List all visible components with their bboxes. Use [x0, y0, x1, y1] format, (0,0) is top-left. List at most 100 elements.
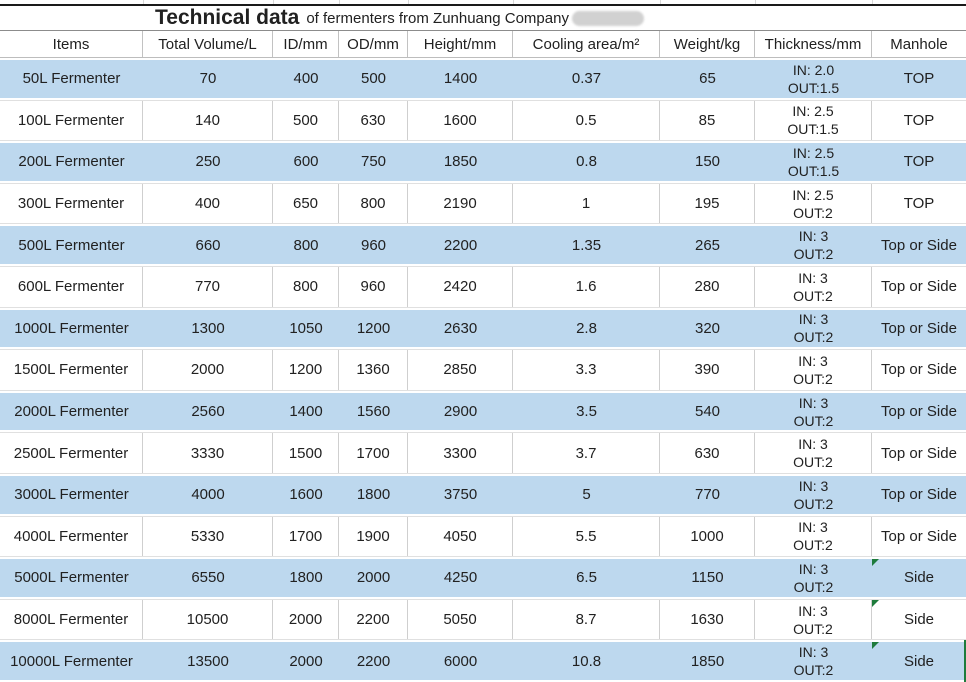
cell-od: 2200: [339, 599, 408, 640]
cell-weight: 195: [660, 183, 755, 224]
cell-manhole: TOP: [872, 143, 966, 181]
cell-item: 10000L Fermenter: [0, 642, 143, 680]
thickness-out-value: OUT:2: [793, 329, 834, 346]
column-header-height-mm: Height/mm: [408, 31, 513, 57]
column-header-items: Items: [0, 31, 143, 57]
cell-weight: 1000: [660, 516, 755, 557]
cell-thickness: IN: 3 OUT:2: [755, 350, 872, 390]
cell-cooling-area: 10.8: [513, 642, 660, 680]
cell-height: 2190: [408, 183, 513, 224]
error-indicator-triangle-icon: [872, 559, 879, 567]
table-row-200l-fermenter: 200L Fermenter 250 600 750 1850 0.8 150 IN: 2.5…: [0, 141, 966, 183]
cell-id: 800: [273, 266, 339, 307]
thickness-in-value: IN: 3: [798, 394, 829, 411]
table-row-100l-fermenter: 100L Fermenter 140 500 630 1600 0.5 85 IN: 2.5 O…: [0, 99, 966, 142]
cell-od: 1360: [339, 350, 408, 390]
thickness-out-value: OUT:2: [793, 287, 833, 304]
thickness-out-value: OUT:2: [793, 537, 833, 554]
cell-thickness: IN: 2.5 OUT:2: [755, 183, 872, 224]
cell-total-volume: 6550: [143, 559, 273, 597]
cell-manhole: TOP: [903, 111, 935, 129]
table-row-3000l-fermenter: 3000L Fermenter 4000 1600 1800 3750 5 770 IN: 3…: [0, 473, 966, 516]
table-row-1000l-fermenter: 1000L Fermenter 1300 1050 1200 2630 2.8 320 IN:…: [0, 307, 966, 350]
table-row-4000l-fermenter: 4000L Fermenter 5330 1700 1900 4050 5.5 1000 IN…: [0, 515, 966, 558]
redacted-text-blob: [571, 10, 644, 26]
cell-od: 2200: [339, 642, 408, 680]
cell-item: 2500L Fermenter: [0, 433, 143, 473]
cell-weight: 65: [660, 60, 755, 98]
thickness-out-value: OUT:2: [793, 412, 834, 429]
gridline-stub: [513, 0, 514, 4]
cell-thickness: IN: 3 OUT:2: [755, 433, 872, 473]
green-edge-marker: [964, 640, 966, 682]
cell-od: 800: [339, 183, 408, 224]
cell-item: 600L Fermenter: [0, 266, 143, 307]
cell-id: 1600: [273, 475, 339, 514]
cell-manhole: Top or Side: [872, 475, 966, 514]
cell-cooling-area: 2.8: [513, 309, 660, 348]
cell-thickness: IN: 3 OUT:2: [755, 559, 872, 597]
cell-cooling-area: 5.5: [513, 516, 660, 557]
thickness-lines: IN: 3 OUT:2: [794, 560, 834, 596]
thickness-lines: IN: 3 OUT:2: [793, 269, 833, 305]
cell-thickness: IN: 2.5 OUT:1.5: [755, 143, 872, 181]
cell-thickness: IN: 3 OUT:2: [755, 226, 872, 264]
column-header-total-volume-l: Total Volume/L: [143, 31, 273, 57]
cell-manhole: Side: [872, 599, 966, 640]
cell-id: 650: [273, 183, 339, 224]
cell-weight: 85: [660, 100, 755, 141]
page-title: Technical data: [155, 6, 300, 29]
cell-id: 600: [273, 143, 339, 181]
gridline-stub: [755, 0, 756, 4]
cell-od: 1560: [339, 392, 408, 431]
thickness-in-value: IN: 2.5: [792, 103, 834, 120]
cell-id: 1500: [273, 433, 339, 473]
cell-thickness: IN: 3 OUT:2: [755, 266, 872, 307]
table-row-300l-fermenter: 300L Fermenter 400 650 800 2190 1 195 IN: 2.5 OU…: [0, 182, 966, 225]
cell-manhole: Top or Side: [881, 361, 957, 379]
thickness-in-value: IN: 3: [798, 311, 829, 328]
cell-manhole: Side: [872, 559, 966, 597]
thickness-lines: IN: 3 OUT:2: [794, 394, 834, 430]
thickness-in-value: IN: 3: [798, 269, 828, 286]
thickness-in-value: IN: 3: [798, 519, 828, 536]
cell-od: 2000: [339, 559, 408, 597]
cell-height: 2900: [408, 392, 513, 431]
thickness-lines: IN: 3 OUT:2: [794, 227, 834, 263]
cell-total-volume: 770: [143, 266, 273, 307]
cell-weight: 320: [660, 309, 755, 348]
cell-height: 2200: [408, 226, 513, 264]
thickness-in-value: IN: 3: [798, 436, 828, 453]
gridline-stub: [339, 0, 340, 4]
cell-height: 3300: [408, 433, 513, 473]
thickness-out-value: OUT:2: [793, 246, 834, 263]
cell-thickness: IN: 3 OUT:2: [755, 516, 872, 557]
thickness-in-value: IN: 3: [798, 352, 828, 369]
cell-od: 1200: [339, 309, 408, 348]
cell-height: 4250: [408, 559, 513, 597]
column-header-cooling-area-m: Cooling area/m²: [513, 31, 660, 57]
error-indicator-triangle-icon: [872, 599, 879, 607]
cell-height: 2420: [408, 266, 513, 307]
thickness-out-value: OUT:2: [793, 495, 834, 512]
cell-od: 960: [339, 266, 408, 307]
cell-height: 1600: [408, 100, 513, 141]
cell-item: 5000L Fermenter: [0, 559, 143, 597]
cell-weight: 150: [660, 143, 755, 181]
thickness-in-value: IN: 2.0: [792, 61, 835, 78]
cell-item: 1500L Fermenter: [0, 350, 143, 390]
gridline-stub: [408, 0, 409, 4]
thickness-lines: IN: 2.5 OUT:1.5: [788, 144, 839, 180]
cell-manhole: Top or Side: [881, 527, 957, 545]
table-row-2500l-fermenter: 2500L Fermenter 3330 1500 1700 3300 3.7 630 IN:…: [0, 432, 966, 474]
cell-total-volume: 2000: [143, 350, 273, 390]
cell-total-volume: 13500: [143, 642, 273, 680]
cell-height: 3750: [408, 475, 513, 514]
cell-total-volume: 1300: [143, 309, 273, 348]
cell-item: 200L Fermenter: [0, 143, 143, 181]
column-header-weight-kg: Weight/kg: [660, 31, 755, 57]
cell-od: 960: [339, 226, 408, 264]
cell-thickness: IN: 3 OUT:2: [755, 599, 872, 640]
cell-id: 1400: [273, 392, 339, 431]
